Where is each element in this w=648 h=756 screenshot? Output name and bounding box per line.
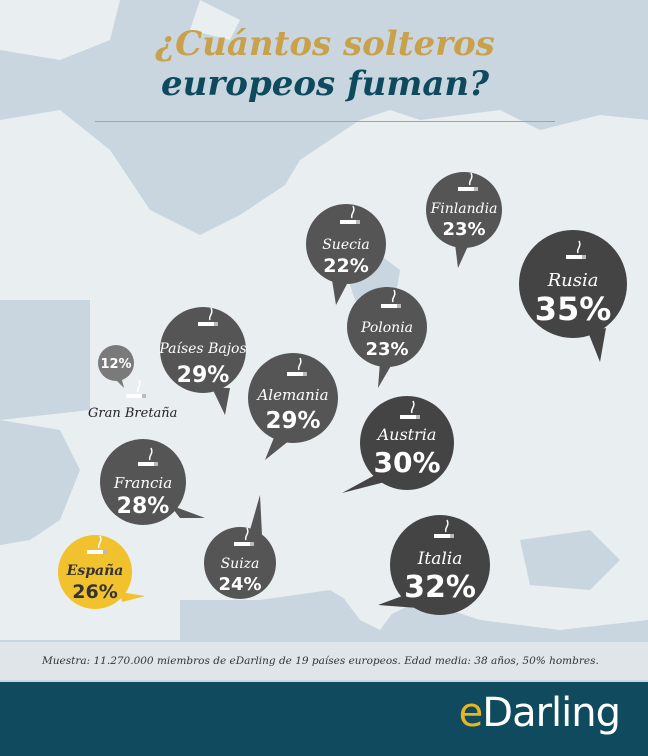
- brand-e: e: [458, 690, 484, 736]
- value-francia: 28%: [117, 494, 170, 519]
- value-italia: 32%: [404, 570, 476, 605]
- title-block: ¿Cuántos solteros europeos fuman?: [110, 24, 540, 104]
- label-alemania: Alemania: [255, 386, 328, 404]
- label-paises-bajos: Países Bajos: [158, 341, 246, 357]
- label-espana: España: [66, 562, 124, 579]
- brand-logo: eDarling: [458, 690, 621, 736]
- bubble-francia: Francia 28%: [100, 439, 205, 525]
- bubble-austria: Austria 30%: [342, 396, 454, 493]
- label-francia: Francia: [113, 474, 172, 492]
- label-gran-bretana: Gran Bretaña: [88, 406, 178, 421]
- title-line-2: europeos fuman?: [161, 64, 489, 104]
- label-austria: Austria: [376, 425, 437, 444]
- label-italia: Italia: [417, 549, 463, 569]
- label-suecia: Suecia: [322, 237, 370, 253]
- footer-bar: eDarling: [0, 682, 648, 756]
- title-bottom-rule: [95, 121, 555, 122]
- value-polonia: 23%: [365, 339, 408, 360]
- label-suiza: Suiza: [221, 556, 260, 572]
- bubble-alemania: Alemania 29%: [248, 353, 338, 460]
- footnote-bar: Muestra: 11.270.000 miembros de eDarling…: [0, 642, 648, 680]
- title-line-1: ¿Cuántos solteros: [155, 24, 495, 64]
- label-finlandia: Finlandia: [430, 201, 498, 217]
- value-gran-bretana: 12%: [100, 357, 131, 372]
- bubble-paises-bajos: Países Bajos 29%: [158, 307, 247, 415]
- label-polonia: Polonia: [360, 320, 413, 336]
- bubble-espana: España 26%: [58, 535, 145, 609]
- label-rusia: Rusia: [547, 270, 599, 291]
- bubble-rusia: Rusia 35%: [519, 230, 627, 362]
- value-suecia: 22%: [323, 255, 368, 277]
- bubble-finlandia: Finlandia 23%: [426, 172, 502, 268]
- value-espana: 26%: [72, 581, 117, 603]
- value-alemania: 29%: [265, 408, 320, 434]
- value-rusia: 35%: [535, 290, 612, 328]
- bubble-italia: Italia 32%: [378, 515, 490, 615]
- cigarette-icon: [125, 379, 147, 399]
- bubble-suecia: Suecia 22%: [306, 204, 386, 305]
- brand-rest: Darling: [482, 690, 621, 736]
- value-finlandia: 23%: [442, 219, 485, 240]
- bubble-suiza: Suiza 24%: [204, 495, 276, 599]
- bubble-gran-bretana: 12%: [98, 345, 147, 399]
- value-austria: 30%: [373, 446, 440, 479]
- value-paises-bajos: 29%: [177, 363, 230, 388]
- value-suiza: 24%: [218, 574, 261, 595]
- bubble-polonia: Polonia 23%: [347, 287, 427, 388]
- footnote-text: Muestra: 11.270.000 miembros de eDarling…: [42, 655, 599, 667]
